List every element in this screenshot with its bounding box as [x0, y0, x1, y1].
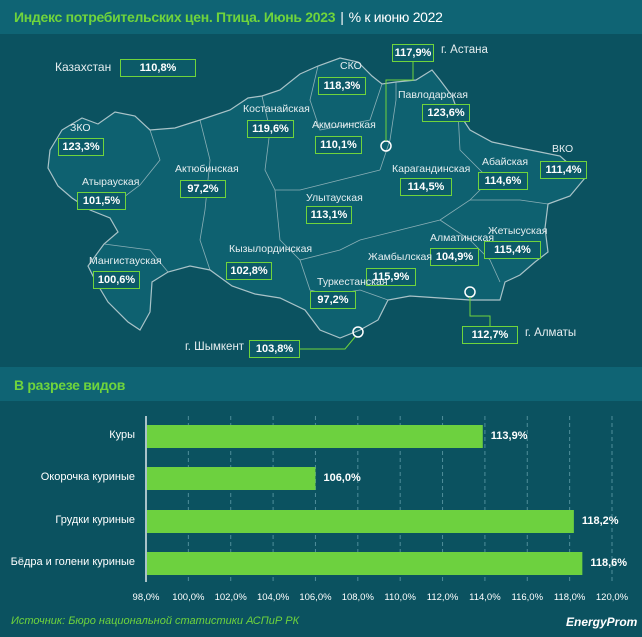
source-note: Источник: Бюро национальной статистики А…: [11, 615, 300, 627]
region-value: 97,2%: [180, 180, 226, 198]
x-tick-label: 100,0%: [172, 592, 205, 603]
region-value: 110,1%: [315, 136, 362, 154]
region-label: Мангистауская: [89, 255, 162, 267]
title-subtitle: % к июню 2022: [348, 9, 443, 25]
region-label: Туркестанская: [317, 276, 388, 288]
x-tick-label: 110,0%: [384, 592, 416, 603]
section-title: В разрезе видов: [14, 377, 126, 393]
region-label: Атырауская: [82, 176, 140, 188]
x-tick-label: 104,0%: [256, 592, 290, 603]
region-value: 112,7%: [462, 326, 518, 344]
x-tick-label: 106,0%: [299, 592, 332, 603]
value-label: 106,0%: [323, 472, 361, 484]
region-value: 115,9%: [366, 268, 416, 286]
region-value: 97,2%: [310, 291, 356, 309]
title-main: Индекс потребительских цен. Птица. Июнь …: [14, 9, 336, 25]
category-label: Куры: [109, 429, 135, 441]
region-label: Жетысуская: [488, 225, 548, 237]
category-label: Грудки куриные: [55, 514, 135, 526]
x-tick-label: 112,0%: [426, 592, 459, 603]
shymkent-marker: [352, 326, 364, 338]
region-value: 115,4%: [484, 241, 541, 259]
region-label: Акмолинская: [312, 119, 376, 131]
kazakhstan-map: [47, 57, 586, 350]
region-value: 101,5%: [77, 192, 126, 210]
region-label: Алматинская: [430, 232, 495, 244]
region-value: 114,5%: [400, 178, 452, 196]
page-title: Индекс потребительских цен. Птица. Июнь …: [14, 9, 443, 25]
x-tick-label: 118,0%: [553, 592, 586, 603]
region-label: СКО: [340, 60, 362, 72]
value-label: 118,2%: [581, 515, 619, 527]
region-label: Абайская: [482, 156, 529, 168]
header-band: [0, 0, 642, 34]
astana-leader-line: [385, 59, 414, 141]
region-value: 119,6%: [247, 120, 294, 138]
region-value: 100,6%: [93, 271, 140, 289]
value-label: 118,6%: [590, 557, 628, 569]
region-value: 114,6%: [478, 172, 528, 190]
region-value: 104,9%: [430, 248, 479, 266]
x-tick-label: 116,0%: [511, 592, 544, 603]
energyprom-logo: EnergyProm: [566, 615, 638, 629]
region-value: 118,3%: [318, 77, 366, 95]
region-value: 103,8%: [249, 340, 300, 358]
region-label: Карагандинская: [392, 163, 471, 175]
region-label: г. Астана: [441, 44, 488, 56]
region-label: г. Алматы: [525, 327, 577, 339]
category-label: Бёдра и голени куриные: [10, 556, 135, 568]
x-tick-label: 102,0%: [214, 592, 247, 603]
region-value: 111,4%: [540, 161, 587, 179]
region-value: 117,9%: [392, 44, 434, 62]
x-tick-label: 98,0%: [132, 592, 160, 603]
kazakhstan-label: Казахстан: [55, 60, 112, 74]
bar: [147, 467, 316, 490]
region-label: Жамбылская: [368, 251, 433, 263]
region-label: Актюбинская: [175, 163, 239, 175]
region-value: 113,1%: [306, 206, 352, 224]
region-label: ЗКО: [70, 122, 91, 134]
region-label: Павлодарская: [398, 89, 468, 101]
shymkent-leader-line: [300, 336, 356, 350]
bar: [147, 510, 574, 533]
region-label: Улытауская: [306, 192, 363, 204]
almaty-leader-line: [469, 297, 491, 326]
region-label: ВКО: [552, 143, 574, 155]
value-label: 113,9%: [490, 430, 528, 442]
region-label: Кызылординская: [229, 243, 313, 255]
map-outline: [47, 57, 586, 339]
x-tick-label: 114,0%: [469, 592, 501, 603]
kazakhstan-value: 110,8%: [120, 59, 196, 77]
bar: [147, 552, 583, 575]
bar: [147, 425, 483, 448]
section-band: [0, 367, 642, 401]
category-label: Окорочка куриные: [40, 471, 135, 483]
region-value: 102,8%: [226, 262, 272, 280]
region-label: Костанайская: [243, 103, 310, 115]
region-value: 123,6%: [422, 104, 470, 122]
x-tick-label: 120,0%: [595, 592, 629, 603]
region-label: г. Шымкент: [185, 341, 245, 353]
title-separator: |: [340, 9, 344, 25]
region-value: 123,3%: [58, 138, 104, 156]
x-tick-label: 108,0%: [341, 592, 374, 603]
